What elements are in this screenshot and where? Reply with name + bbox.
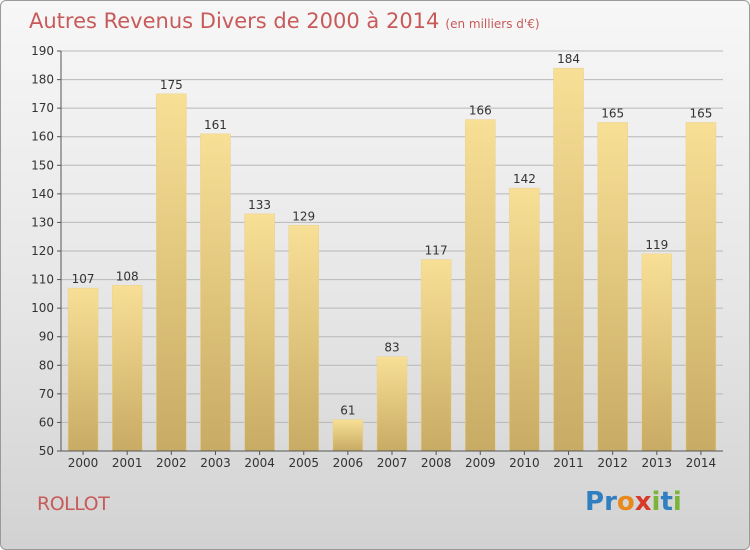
data-label: 83 — [384, 341, 399, 355]
x-tick-label: 2013 — [642, 456, 673, 470]
x-tick-label: 2007 — [377, 456, 408, 470]
y-tick-label: 110 — [31, 273, 54, 287]
data-label: 119 — [645, 238, 668, 252]
data-label: 61 — [340, 404, 355, 418]
y-tick-label: 150 — [31, 158, 54, 172]
data-label: 165 — [601, 106, 624, 120]
data-label: 184 — [557, 52, 580, 66]
x-tick-label: 2014 — [686, 456, 717, 470]
bar — [420, 259, 452, 452]
chart-title-text: Autres Revenus Divers de 2000 à 2014 — [29, 9, 440, 33]
y-tick-label: 90 — [39, 330, 54, 344]
data-label: 117 — [425, 244, 448, 258]
x-tick-label: 2009 — [465, 456, 496, 470]
bar — [156, 93, 187, 452]
logo-letter: r — [604, 487, 617, 517]
y-tick-label: 60 — [39, 415, 54, 429]
x-tick-label: 2008 — [421, 456, 452, 470]
x-tick-label: 2004 — [244, 456, 275, 470]
x-tick-label: 2001 — [112, 456, 143, 470]
data-label: 107 — [72, 272, 95, 286]
y-tick-label: 190 — [31, 44, 54, 58]
bar — [332, 419, 364, 452]
y-tick-label: 120 — [31, 244, 54, 258]
x-tick-label: 2006 — [333, 456, 364, 470]
bar — [597, 122, 628, 452]
y-tick-label: 50 — [39, 444, 54, 458]
x-tick-label: 2005 — [288, 456, 319, 470]
logo-letter: x — [634, 487, 652, 517]
data-label: 142 — [513, 172, 536, 186]
data-label: 175 — [160, 78, 183, 92]
y-tick-label: 180 — [31, 73, 54, 87]
bar — [685, 122, 717, 452]
logo-letter: o — [616, 487, 635, 517]
x-tick-label: 2012 — [597, 456, 628, 470]
y-tick-label: 80 — [39, 358, 54, 372]
bar — [244, 213, 275, 452]
data-label: 133 — [248, 198, 271, 212]
bar — [465, 119, 496, 452]
bar — [111, 285, 143, 452]
x-tick-label: 2010 — [509, 456, 540, 470]
data-label: 166 — [469, 104, 492, 118]
y-tick-label: 100 — [31, 301, 54, 315]
chart-title-unit: (en milliers d'€) — [445, 17, 540, 31]
data-label: 108 — [116, 269, 139, 283]
logo-letter: i — [672, 487, 682, 517]
data-label: 129 — [292, 209, 315, 223]
bar — [509, 187, 540, 452]
y-tick-label: 160 — [31, 130, 54, 144]
bar — [376, 356, 408, 452]
logo-letter: P — [585, 487, 605, 517]
data-label: 161 — [204, 118, 227, 132]
bar — [67, 287, 99, 452]
y-tick-label: 170 — [31, 101, 54, 115]
commune-name: ROLLOT — [37, 493, 110, 515]
y-tick-label: 70 — [39, 387, 54, 401]
bar — [200, 133, 231, 452]
y-tick-label: 140 — [31, 187, 54, 201]
x-tick-label: 2002 — [156, 456, 187, 470]
y-tick-label: 130 — [31, 215, 54, 229]
data-label: 165 — [689, 106, 712, 120]
bar — [641, 253, 673, 452]
logo-letter: t — [660, 487, 673, 517]
bar — [288, 225, 319, 452]
proxiti-logo: Proxiti — [585, 487, 682, 517]
bar — [553, 67, 584, 452]
x-tick-label: 2011 — [553, 456, 584, 470]
x-tick-label: 2003 — [200, 456, 231, 470]
logo-letter: i — [651, 487, 661, 517]
chart-title: Autres Revenus Divers de 2000 à 2014 (en … — [29, 9, 540, 33]
x-tick-label: 2000 — [68, 456, 99, 470]
